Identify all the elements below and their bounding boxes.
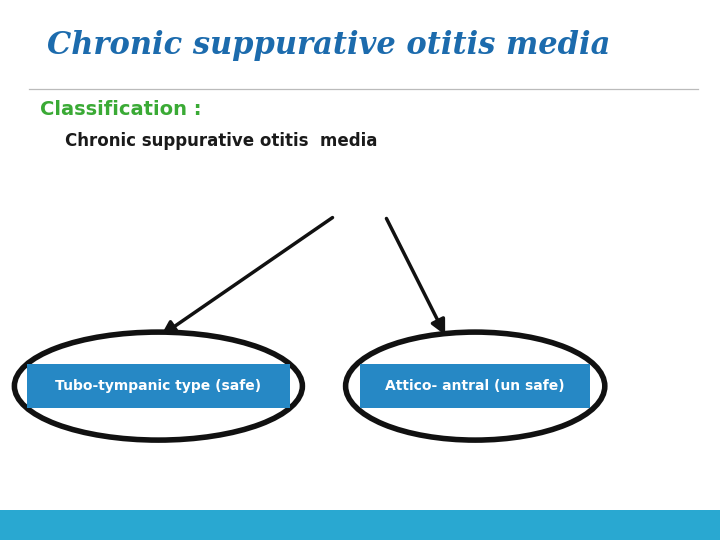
Bar [0,510,720,540]
Text: Classification :: Classification : [40,100,201,119]
Ellipse shape [346,332,605,440]
FancyBboxPatch shape [360,364,590,408]
Text: Chronic suppurative otitis media: Chronic suppurative otitis media [47,30,610,60]
FancyBboxPatch shape [27,364,289,408]
Text: Attico- antral (un safe): Attico- antral (un safe) [385,379,565,393]
Text: Tubo-tympanic type (safe): Tubo-tympanic type (safe) [55,379,261,393]
Ellipse shape [14,332,302,440]
Text: Chronic suppurative otitis  media: Chronic suppurative otitis media [65,132,377,150]
